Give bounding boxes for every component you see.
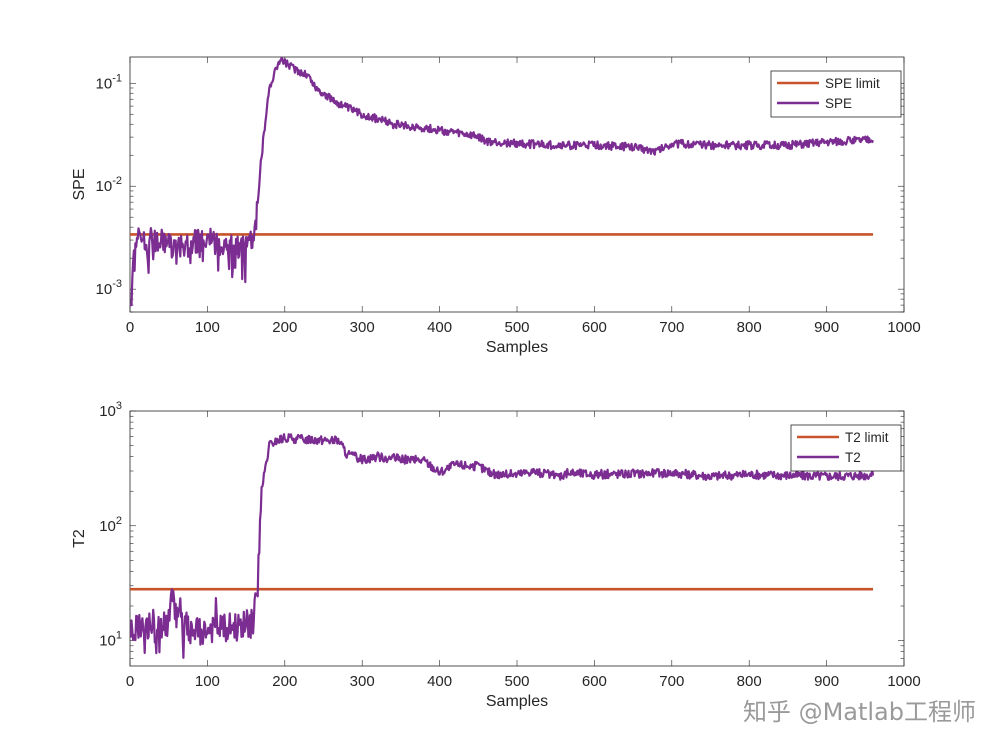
legend-label: SPE (825, 96, 852, 111)
x-tick-label: 900 (814, 319, 839, 336)
legend: SPE limit SPE (770, 70, 902, 118)
x-tick-label: 0 (126, 673, 134, 690)
x-axis-label: Samples (486, 339, 548, 356)
y-tick-label: 10-2 (96, 175, 122, 195)
x-tick-label: 500 (504, 319, 529, 336)
x-tick-label: 400 (427, 673, 452, 690)
series-group (130, 433, 875, 659)
y-tick-label: 101 (99, 630, 122, 650)
x-tick-label: 900 (814, 673, 839, 690)
x-tick-label: 1000 (887, 319, 920, 336)
legend: T2 limit T2 (790, 424, 902, 472)
x-tick-label: 0 (126, 319, 134, 336)
x-axis-label: Samples (486, 693, 548, 710)
x-tick-label: 1000 (887, 673, 920, 690)
legend-box (790, 424, 902, 472)
x-tick-label: 800 (737, 319, 762, 336)
legend-box (770, 70, 902, 118)
x-tick-label: 700 (659, 319, 684, 336)
legend-label: T2 (845, 450, 861, 465)
x-tick-label: 500 (504, 673, 529, 690)
x-tick-label: 100 (195, 673, 220, 690)
y-tick-label: 103 (99, 400, 122, 420)
x-tick-label: 200 (272, 319, 297, 336)
y-axis-label: T2 (71, 529, 88, 548)
chart-panel-1: 0 100 200 300 400 500 600 700 800 900 1000 10-3 10-2… (71, 56, 921, 356)
x-tick-label: 600 (582, 673, 607, 690)
series-group (130, 57, 875, 307)
y-tick-label: 10-3 (96, 278, 122, 298)
y-axis-label: SPE (71, 168, 88, 200)
x-tick-label: 200 (272, 673, 297, 690)
series-line-t2 (130, 433, 875, 659)
x-tick-label: 600 (582, 319, 607, 336)
y-tick-label: 102 (99, 515, 122, 535)
x-tick-label: 700 (659, 673, 684, 690)
y-tick-label: 10-1 (96, 72, 122, 92)
series-line-spe (130, 57, 875, 307)
x-tick-label: 300 (350, 673, 375, 690)
legend-label: T2 limit (845, 430, 889, 445)
chart-panel-2: 0 100 200 300 400 500 600 700 800 900 1000 101 102 10… (71, 400, 921, 710)
legend-label: SPE limit (825, 76, 880, 91)
watermark: 知乎 @Matlab工程师 (742, 698, 976, 726)
x-tick-label: 400 (427, 319, 452, 336)
x-tick-label: 800 (737, 673, 762, 690)
x-tick-label: 100 (195, 319, 220, 336)
x-tick-label: 300 (350, 319, 375, 336)
